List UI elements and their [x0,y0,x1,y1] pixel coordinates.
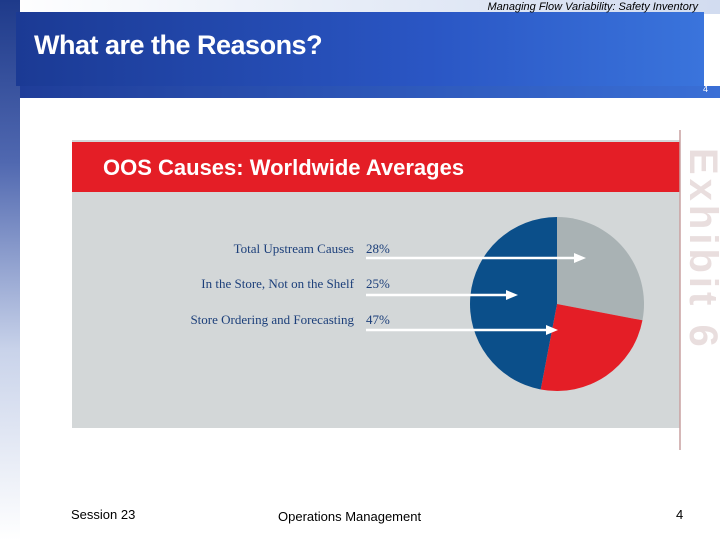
footer-course: Operations Management [278,509,422,524]
legend-label-store-shelf: In the Store, Not on the Shelf [201,276,354,291]
left-gradient-bar [0,0,20,540]
slide-subtitle: Managing Flow Variability: Safety Invent… [487,1,698,13]
title-banner-strip [20,86,720,98]
exhibit-side-text: Exhibit 6 [681,148,720,351]
legend-value-upstream: 28% [366,241,390,256]
pointer-arrows [366,253,586,335]
arrow-store-shelf-head [506,290,518,300]
legend-label-ordering: Store Ordering and Forecasting [190,312,354,327]
legend-value-store-shelf: 25% [366,276,390,291]
arrow-ordering-head [546,325,558,335]
footer-session: Session 23 [71,507,136,522]
legend-value-ordering: 47% [366,312,390,327]
exhibit-title: OOS Causes: Worldwide Averages [103,155,465,180]
legend-label-upstream: Total Upstream Causes [233,241,354,256]
top-bar [0,0,720,14]
exhibit-side-label: Exhibit 6 [679,130,720,450]
slide-title: What are the Reasons? [34,30,323,60]
pie-slice-store-shelf [540,304,643,391]
title-banner [16,12,704,86]
arrow-upstream-head [574,253,586,263]
footer-page-number: 4 [676,507,684,522]
pie-slice-upstream [557,217,644,321]
pie-slice-ordering [470,217,557,390]
exhibit-header-bar [72,142,680,192]
slide-number-top: 4 [702,84,708,94]
